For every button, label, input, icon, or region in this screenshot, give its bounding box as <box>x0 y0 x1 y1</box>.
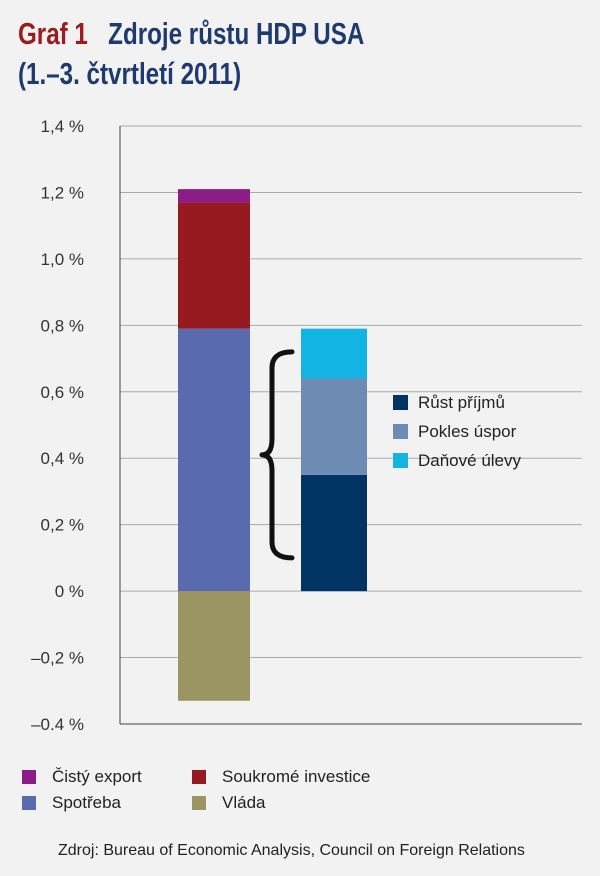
y-tick-label: 1,4 % <box>41 117 84 136</box>
bar-segment-spot-eba <box>178 328 250 592</box>
legend-item-soukrome-investice: Soukromé investice <box>192 767 370 787</box>
stacked-bar-chart: 1,4 % 1,2 % 1,0 % 0,8 % 0,6 % 0,4 % 0,2 % 0 % –0… <box>31 117 582 730</box>
inner-legend-label: Růst příjmů <box>418 393 505 412</box>
inner-legend: Růst příjmů Pokles úspor Daňové úlevy <box>393 393 522 470</box>
y-tick-label: 0,2 % <box>41 516 84 535</box>
y-tick-label: 0,8 % <box>41 316 84 335</box>
title-line-1: Graf 1 Zdroje růstu HDP USA <box>18 14 364 54</box>
title-subtitle: (1.–3. čtvrtletí 2011) <box>18 56 242 91</box>
bar-segment-pokles-spor <box>301 378 367 475</box>
inner-legend-swatch <box>393 395 408 410</box>
legend-label: Soukromé investice <box>222 767 371 786</box>
y-tick-label: –0,2 % <box>31 649 84 668</box>
inner-legend-label: Daňové úlevy <box>418 451 522 470</box>
legend-label: Čistý export <box>52 767 142 786</box>
inner-legend-swatch <box>393 453 408 468</box>
legend-row: Spotřeba Vláda <box>22 790 582 816</box>
legend-item-vlada: Vláda <box>192 793 265 813</box>
inner-legend-swatch <box>393 424 408 439</box>
curly-brace-icon <box>259 349 295 561</box>
bar-segment-da-ov-levy <box>301 328 367 379</box>
bar-segment--ist-export <box>178 189 250 203</box>
inner-legend-label: Pokles úspor <box>418 422 517 441</box>
y-axis-tick-labels: 1,4 % 1,2 % 1,0 % 0,8 % 0,6 % 0,4 % 0,2 % 0 % –0… <box>31 117 84 730</box>
chart-title: Graf 1 Zdroje růstu HDP USA (1.–3. čtvrtl… <box>18 14 462 94</box>
legend-swatch <box>22 770 36 784</box>
bar-segment-soukrom-investice <box>178 202 250 329</box>
legend-item-spotreba: Spotřeba <box>22 793 192 813</box>
y-tick-label: 0 % <box>55 582 84 601</box>
legend-row: Čistý export Soukromé investice <box>22 764 582 790</box>
legend-label: Vláda <box>222 793 266 812</box>
bar-segment-r-st-p-jm- <box>301 474 367 592</box>
y-tick-label: –0,4 % <box>31 715 84 730</box>
legend-label: Spotřeba <box>52 793 121 812</box>
y-tick-label: 1,2 % <box>41 183 84 202</box>
legend-swatch <box>192 770 206 784</box>
bar-segment-vl-da <box>178 591 250 701</box>
legend-swatch <box>22 796 36 810</box>
legend-item-cisty-export: Čistý export <box>22 767 192 787</box>
y-tick-label: 0,4 % <box>41 449 84 468</box>
figure-number: Graf 1 <box>18 16 88 51</box>
y-tick-label: 1,0 % <box>41 250 84 269</box>
y-tick-label: 0,6 % <box>41 383 84 402</box>
title-main: Zdroje růstu HDP USA <box>108 16 365 51</box>
legend-swatch <box>192 796 206 810</box>
bottom-legend: Čistý export Soukromé investice Spotřeba… <box>22 764 582 816</box>
bars <box>178 189 367 701</box>
source-note: Zdroj: Bureau of Economic Analysis, Coun… <box>58 842 525 859</box>
